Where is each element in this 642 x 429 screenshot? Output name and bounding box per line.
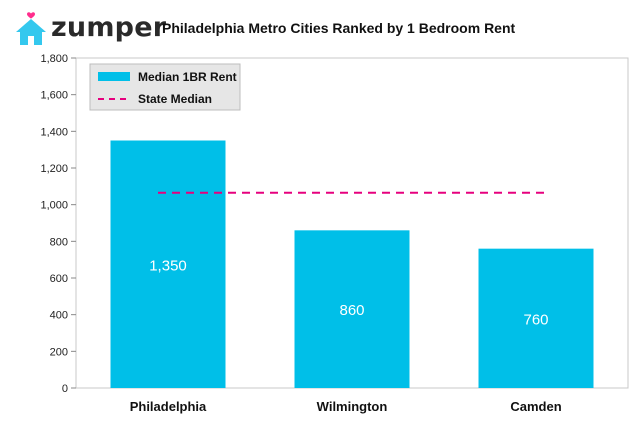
x-tick-label: Philadelphia — [130, 399, 207, 414]
bar-data-label: 1,350 — [149, 257, 187, 274]
brand-name: zumper — [51, 11, 167, 43]
bar — [478, 248, 594, 388]
y-tick-label: 0 — [62, 383, 68, 395]
y-tick-label: 1,400 — [40, 126, 68, 138]
legend-box — [89, 63, 241, 111]
house-icon — [16, 19, 46, 45]
y-tick-label: 800 — [50, 236, 68, 248]
heart-icon — [27, 12, 35, 19]
y-tick-label: 1,800 — [40, 53, 68, 65]
house-heart-icon — [16, 12, 46, 45]
chart-title: Philadelphia Metro Cities Ranked by 1 Be… — [162, 20, 516, 36]
bar-data-label: 860 — [339, 302, 364, 319]
y-tick-label: 1,600 — [40, 90, 68, 102]
y-tick-label: 1,000 — [40, 200, 68, 212]
bar — [110, 140, 226, 388]
y-tick-label: 1,200 — [40, 163, 68, 175]
header: zumper Philadelphia Metro Cities Ranked … — [0, 0, 642, 58]
legend-label-state-median: State Median — [138, 92, 212, 106]
zumper-logo[interactable]: zumper — [14, 8, 166, 46]
legend-swatch-bar — [98, 72, 130, 81]
x-tick-label: Wilmington — [317, 399, 388, 414]
x-tick-label: Camden — [510, 399, 561, 414]
legend-label-median-rent: Median 1BR Rent — [138, 70, 237, 84]
y-tick-label: 600 — [50, 273, 68, 285]
y-tick-label: 200 — [50, 346, 68, 358]
bar-data-label: 760 — [523, 311, 548, 328]
bar — [294, 230, 410, 388]
y-tick-label: 400 — [50, 310, 68, 322]
